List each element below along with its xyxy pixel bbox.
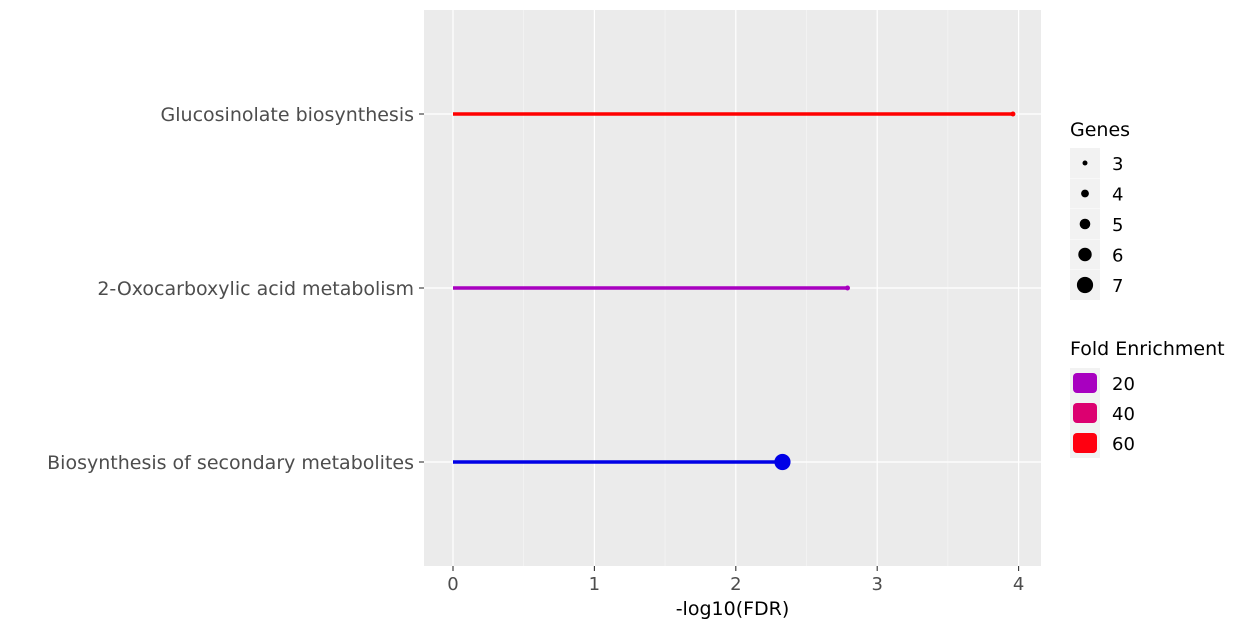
legend-color-label: 20 (1112, 374, 1135, 395)
legend-size-label: 3 (1112, 154, 1123, 175)
x-tick-label: 3 (871, 574, 882, 595)
legend-color-label: 40 (1112, 404, 1135, 425)
legend-size-label: 7 (1112, 276, 1123, 297)
legend-color-label: 60 (1112, 434, 1135, 455)
lollipop-dot (1010, 111, 1016, 117)
legends: Genes 3 4 5 6 7 Fold Enrichment 20 40 60 (1070, 119, 1225, 458)
x-tick-label: 2 (730, 574, 741, 595)
legend-size-dot (1079, 218, 1091, 230)
legend-color-swatch (1073, 433, 1097, 453)
x-tick-label: 4 (1013, 574, 1024, 595)
y-axis: Glucosinolate biosynthesis 2-Oxocarboxyli… (47, 104, 424, 474)
x-tick-label: 0 (447, 574, 458, 595)
legend-size-dot (1081, 189, 1089, 198)
x-axis: 0 1 2 3 4 (447, 566, 1024, 595)
x-axis-title: -log10(FDR) (676, 598, 790, 620)
lollipop-dot (845, 285, 851, 291)
y-tick-label: Biosynthesis of secondary metabolites (47, 452, 414, 474)
legend-size-label: 5 (1112, 215, 1123, 236)
legend-size-label: 6 (1112, 246, 1123, 267)
y-tick-label: Glucosinolate biosynthesis (161, 104, 414, 126)
x-tick-label: 1 (589, 574, 600, 595)
legend-title-genes: Genes (1070, 119, 1130, 141)
legend-color-swatch (1073, 403, 1097, 423)
legend-size-dot (1082, 160, 1088, 166)
legend-size-dot (1078, 247, 1092, 262)
y-tick-label: 2-Oxocarboxylic acid metabolism (97, 278, 414, 300)
legend-title-fold-enrichment: Fold Enrichment (1070, 338, 1225, 360)
legend-size-dot (1076, 276, 1094, 294)
lollipop-marks (453, 111, 1016, 471)
lollipop-dot (774, 453, 791, 471)
legend-size-label: 4 (1112, 185, 1123, 206)
legend-color-swatch (1073, 373, 1097, 393)
